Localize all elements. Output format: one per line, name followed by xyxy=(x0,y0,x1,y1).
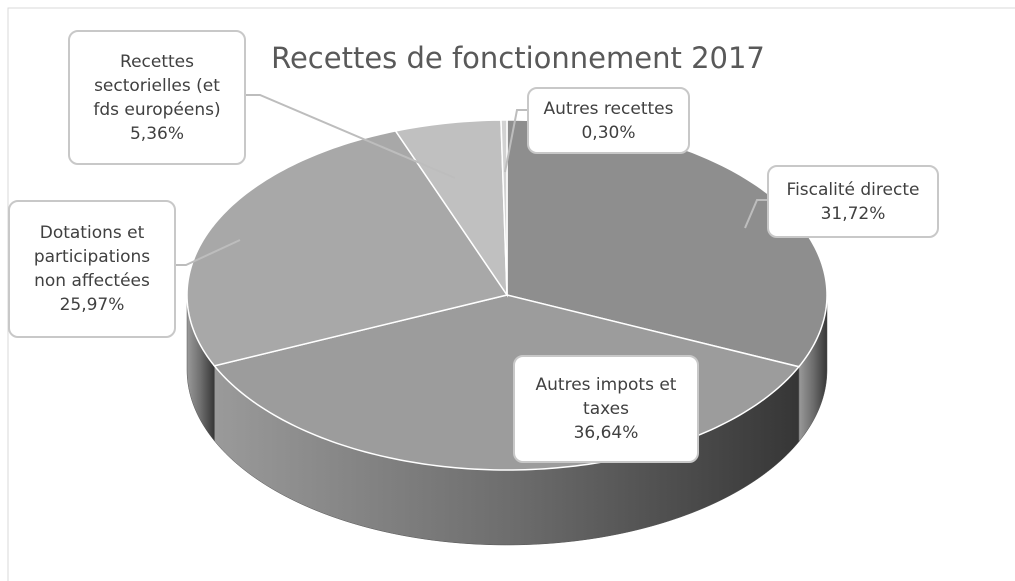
value-label: 31,72% xyxy=(820,203,886,224)
value-label: 25,97% xyxy=(59,295,125,315)
value-label: 5,36% xyxy=(129,123,184,144)
category-label: Autres impots et taxes xyxy=(535,375,677,419)
category-label: Fiscalité directe xyxy=(786,179,920,200)
leader-line xyxy=(246,94,456,179)
data-label: Autres impots et taxes 36,64% xyxy=(513,355,699,463)
leader-line xyxy=(176,239,241,266)
category-label: Dotations et participations non affectée… xyxy=(33,223,151,291)
value-label: 36,64% xyxy=(573,423,639,443)
data-label: Recettes sectorielles (et fds européens)… xyxy=(68,30,246,165)
data-label: Dotations et participations non affectée… xyxy=(8,200,176,338)
chart-title: Recettes de fonctionnement 2017 xyxy=(271,41,765,75)
leader-line xyxy=(744,199,767,229)
data-label: Fiscalité directe 31,72% xyxy=(767,165,939,238)
slice xyxy=(186,130,509,367)
leader-line xyxy=(504,109,527,173)
category-label: Recettes sectorielles (et fds européens) xyxy=(93,51,221,120)
data-label: Autres recettes 0,30% xyxy=(527,87,690,154)
slice xyxy=(500,119,508,296)
category-label: Autres recettes xyxy=(543,98,674,119)
value-label: 0,30% xyxy=(581,122,636,143)
